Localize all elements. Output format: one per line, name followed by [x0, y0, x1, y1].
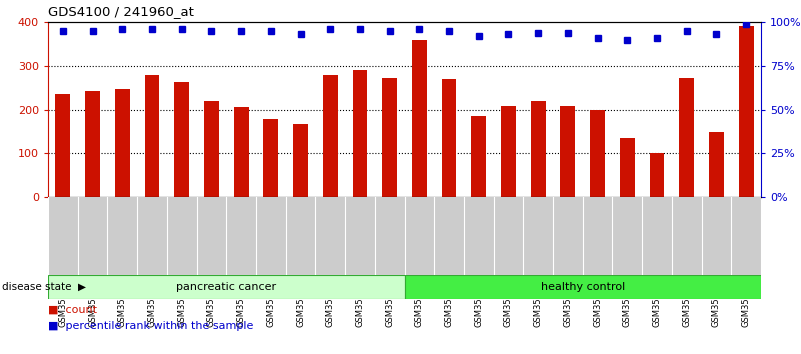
Bar [441, 79, 457, 197]
Bar [175, 82, 189, 197]
Bar [590, 110, 605, 197]
Text: pancreatic cancer: pancreatic cancer [176, 282, 276, 292]
Bar [471, 116, 486, 197]
Bar [352, 70, 368, 197]
Text: ■  percentile rank within the sample: ■ percentile rank within the sample [48, 321, 253, 331]
Bar [85, 91, 100, 197]
Bar [264, 119, 278, 197]
Bar [679, 78, 694, 197]
Bar [739, 27, 754, 197]
Bar [55, 94, 70, 197]
Text: ■  count: ■ count [48, 305, 97, 315]
Bar [48, 275, 405, 299]
Bar [531, 101, 545, 197]
Text: disease state  ▶: disease state ▶ [2, 282, 86, 292]
Bar [323, 75, 338, 197]
Bar [620, 138, 634, 197]
Bar [709, 132, 724, 197]
Bar [650, 153, 665, 197]
Bar [293, 124, 308, 197]
Bar [501, 107, 516, 197]
Bar [144, 74, 159, 197]
Text: GDS4100 / 241960_at: GDS4100 / 241960_at [48, 5, 194, 18]
Bar [405, 275, 761, 299]
Bar [115, 88, 130, 197]
Bar [412, 40, 427, 197]
Bar [234, 107, 248, 197]
Bar [561, 107, 575, 197]
Bar [204, 101, 219, 197]
Bar [382, 78, 397, 197]
Text: healthy control: healthy control [541, 282, 625, 292]
